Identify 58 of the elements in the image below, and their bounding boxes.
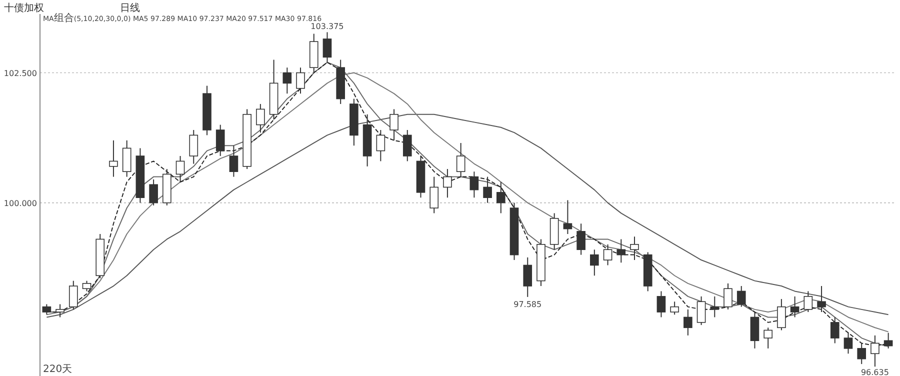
candlestick bbox=[750, 312, 760, 349]
candlestick bbox=[189, 129, 198, 164]
candlestick bbox=[736, 286, 746, 308]
candlestick bbox=[616, 238, 626, 264]
candlestick bbox=[603, 244, 612, 266]
candlestick bbox=[670, 301, 679, 316]
candlestick bbox=[149, 178, 158, 206]
candlestick bbox=[282, 67, 292, 94]
candlestick bbox=[724, 282, 732, 310]
line-series bbox=[46, 114, 889, 318]
candlestick bbox=[470, 171, 479, 198]
candlestick bbox=[576, 223, 586, 256]
candlestick bbox=[696, 296, 706, 326]
candlestick bbox=[229, 145, 238, 178]
candlestick bbox=[376, 129, 386, 162]
candlestick bbox=[122, 140, 132, 178]
candlestick bbox=[42, 304, 52, 316]
candlestick bbox=[68, 280, 78, 310]
y-tick-label: 100.000 bbox=[4, 198, 37, 208]
candlestick bbox=[296, 67, 305, 94]
candlestick bbox=[884, 332, 893, 349]
candlestick bbox=[56, 304, 64, 318]
candlestick bbox=[390, 108, 398, 141]
candlestick bbox=[656, 290, 666, 318]
candlestick bbox=[443, 168, 452, 198]
candlestick bbox=[684, 308, 692, 336]
chart-subtitle: 日线 bbox=[120, 2, 140, 14]
candlestick bbox=[523, 256, 532, 298]
candlestick bbox=[804, 290, 813, 313]
candlestick bbox=[176, 155, 185, 182]
candlestick bbox=[857, 342, 866, 365]
candlestick bbox=[790, 296, 800, 318]
candlestick bbox=[483, 176, 492, 204]
candlestick bbox=[402, 129, 412, 162]
candlestick bbox=[322, 32, 332, 63]
y-tick-label: 102.500 bbox=[4, 68, 37, 78]
annotation: 103.375 bbox=[310, 22, 344, 32]
candlestick bbox=[777, 298, 786, 331]
candlestick bbox=[870, 334, 880, 368]
annotation: 96.635 bbox=[860, 368, 889, 376]
candlestick bbox=[817, 286, 826, 313]
annotation: 220天 bbox=[43, 364, 72, 375]
candlestick bbox=[216, 124, 225, 156]
candlestick bbox=[256, 103, 265, 134]
candlestick bbox=[844, 332, 853, 354]
candlestick bbox=[630, 236, 639, 261]
candlestick bbox=[456, 142, 466, 178]
candlestick bbox=[590, 249, 599, 276]
candlestick bbox=[82, 280, 92, 292]
annotation: 97.585 bbox=[514, 300, 542, 309]
candlestick bbox=[563, 200, 572, 235]
candlestick bbox=[830, 316, 840, 344]
candlestick bbox=[109, 140, 118, 178]
candlestick bbox=[764, 327, 772, 349]
candlestick bbox=[710, 296, 720, 318]
chart-title: 十债加权 bbox=[4, 2, 44, 14]
candlestick bbox=[496, 181, 506, 214]
candlestick bbox=[430, 176, 439, 214]
